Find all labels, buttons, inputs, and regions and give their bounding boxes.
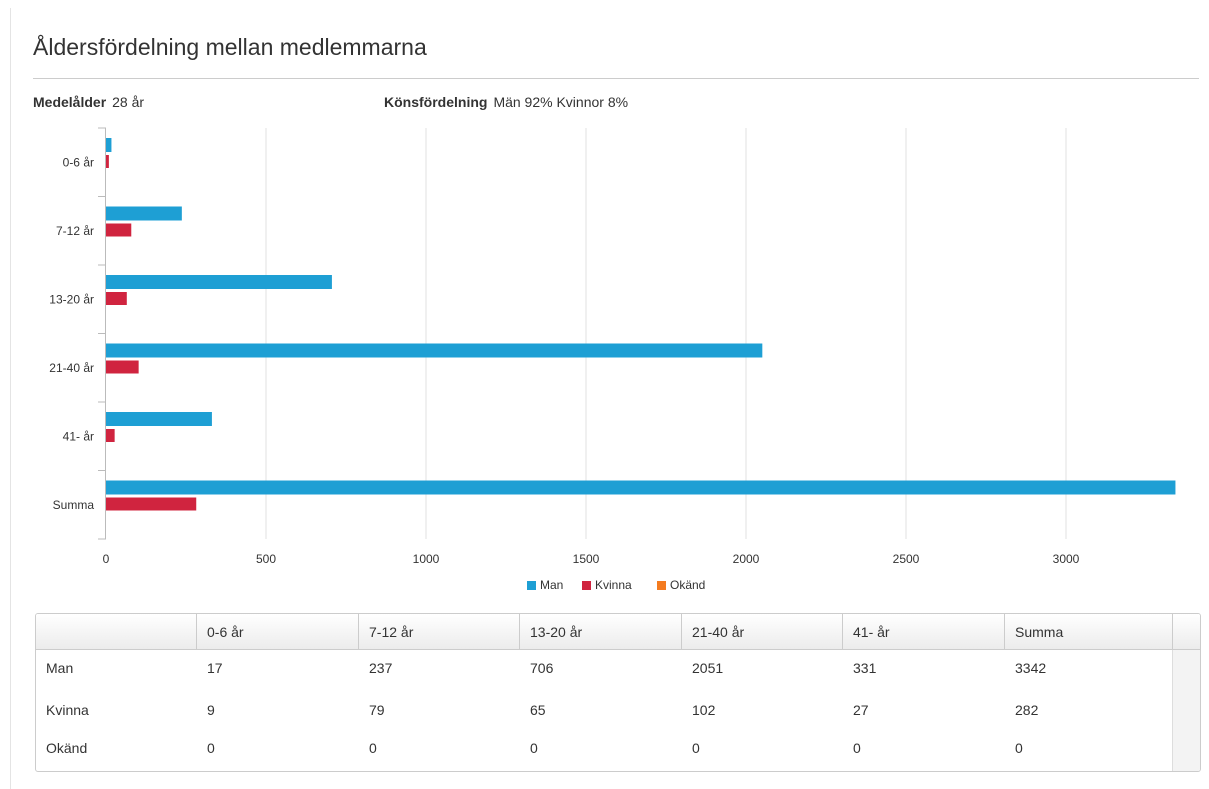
x-tick-label: 0	[103, 552, 110, 566]
table-cell: 0	[1015, 740, 1023, 756]
bar	[106, 206, 182, 221]
scrollbar[interactable]	[1172, 650, 1200, 771]
x-tick-label: 2500	[893, 552, 920, 566]
table-cell: 102	[692, 702, 716, 718]
y-tick-label: Summa	[53, 498, 95, 512]
column-header: 7-12 år	[359, 614, 520, 650]
column-header: 41- år	[843, 614, 1005, 650]
column-header: Summa	[1005, 614, 1173, 650]
x-tick-label: 1500	[573, 552, 600, 566]
x-tick-label: 2000	[733, 552, 760, 566]
bar	[106, 429, 115, 442]
bar	[106, 223, 132, 237]
table-cell: 27	[853, 702, 869, 718]
bar	[106, 480, 1176, 495]
table-cell: 0	[853, 740, 861, 756]
column-header: 13-20 år	[520, 614, 682, 650]
divider	[33, 78, 1199, 79]
stat-label: Könsfördelning	[384, 94, 488, 110]
table-cell: 0	[369, 740, 377, 756]
bar	[106, 138, 112, 152]
bar	[106, 360, 139, 374]
column-header	[36, 614, 197, 650]
bar	[106, 412, 212, 426]
bar	[106, 497, 197, 511]
x-tick-label: 3000	[1053, 552, 1080, 566]
stat-label: Medelålder	[33, 94, 107, 110]
chart: 0 500 1000 1500 2000 2500 3000 0-6 år 7-12 år 13-…	[49, 127, 1176, 592]
legend-label: Man	[540, 578, 563, 592]
table-cell: 282	[1015, 702, 1039, 718]
y-tick-label: 41- år	[63, 429, 94, 443]
panel-title: Åldersfördelning mellan medlemmarna	[33, 34, 427, 60]
y-tick-label: 13-20 år	[49, 292, 94, 306]
legend-swatch	[527, 581, 536, 590]
table-cell: 0	[530, 740, 538, 756]
bar	[106, 275, 332, 289]
panel	[10, 8, 1209, 789]
stat: Medelålder 28 år	[33, 94, 144, 110]
table-cell: 0	[207, 740, 215, 756]
legend-label: Kvinna	[595, 578, 632, 592]
stat-value: Män 92% Kvinnor 8%	[493, 94, 629, 110]
y-tick-label: 7-12 år	[56, 224, 94, 238]
bar	[106, 292, 127, 305]
column-header: 21-40 år	[682, 614, 843, 650]
legend-label: Okänd	[670, 578, 705, 592]
row-header: Okänd	[46, 740, 88, 756]
stat-value: 28 år	[112, 94, 145, 110]
table-cell: 237	[369, 660, 393, 676]
bar	[106, 343, 763, 358]
data-table: 0-6 år 7-12 år 13-20 år 21-40 år 41- år Summa…	[35, 613, 1201, 772]
table-cell: 3342	[1015, 660, 1047, 676]
x-tick-label: 1000	[413, 552, 440, 566]
row-header: Man	[46, 660, 74, 676]
legend-swatch	[582, 581, 591, 590]
column-header	[1173, 614, 1200, 650]
table-cell: 9	[207, 702, 215, 718]
column-header: 0-6 år	[197, 614, 359, 650]
legend-swatch	[657, 581, 666, 590]
y-tick-label: 21-40 år	[49, 361, 94, 375]
table-cell: 79	[369, 702, 385, 718]
table-cell: 706	[530, 660, 554, 676]
row-header: Kvinna	[46, 702, 89, 718]
x-tick-label: 500	[256, 552, 276, 566]
bar	[106, 155, 109, 168]
stat: Könsfördelning Män 92% Kvinnor 8%	[384, 94, 628, 110]
table-cell: 331	[853, 660, 877, 676]
table-cell: 65	[530, 702, 546, 718]
table-cell: 17	[207, 660, 223, 676]
y-tick-label: 0-6 år	[63, 155, 94, 169]
table-cell: 2051	[692, 660, 724, 676]
table-cell: 0	[692, 740, 700, 756]
